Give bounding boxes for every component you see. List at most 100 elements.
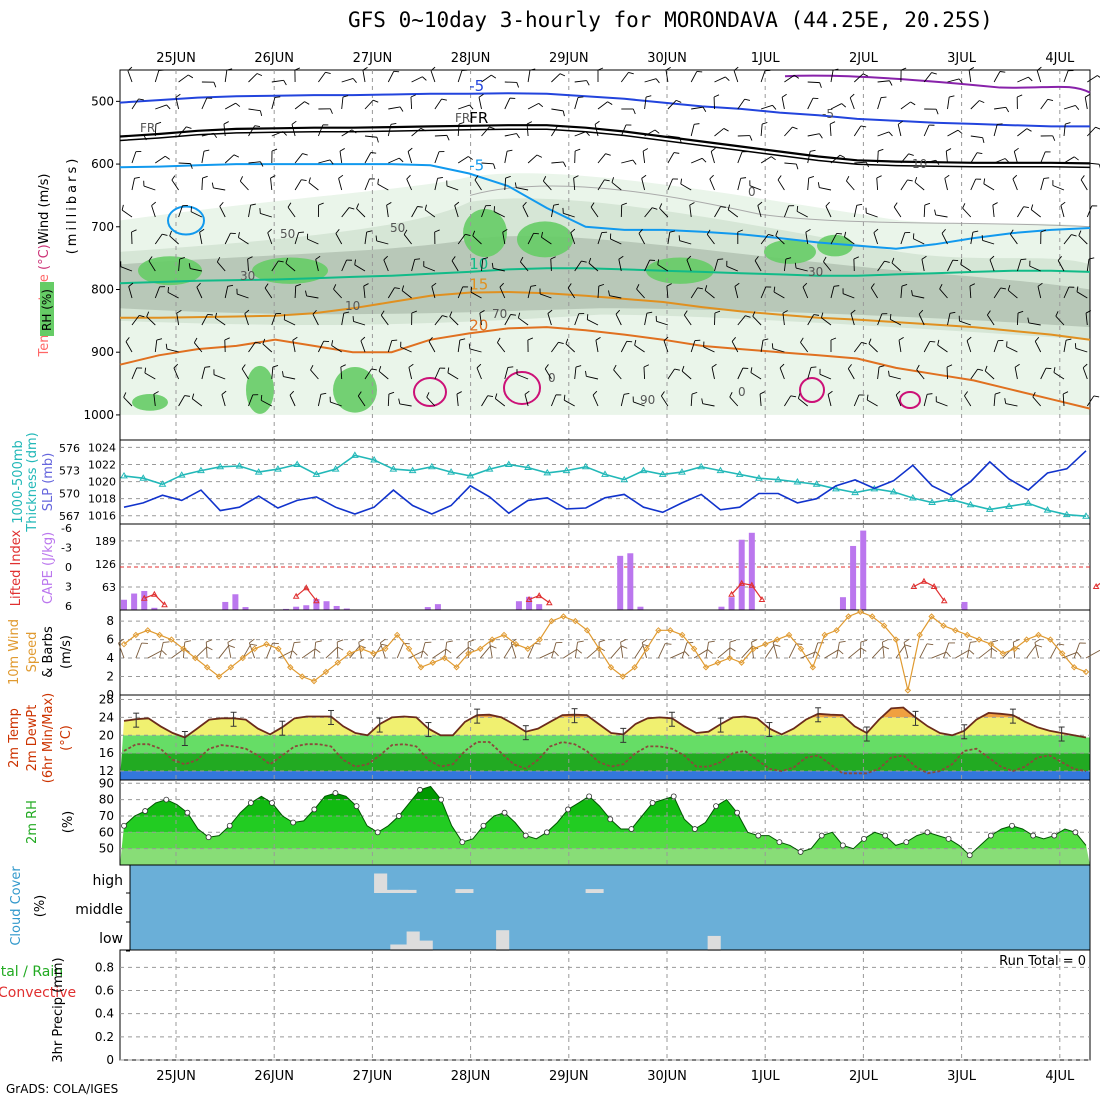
barb-flag <box>830 337 837 341</box>
barb-staff <box>592 394 599 407</box>
thickness-line-marker <box>755 474 763 481</box>
wind-barb <box>356 203 366 218</box>
barb-staff <box>190 211 203 218</box>
barb-staff <box>737 151 743 164</box>
wind-barb <box>472 230 482 245</box>
wind10m-barb-staff <box>741 645 753 659</box>
barb-flag <box>726 260 728 267</box>
barb-flag <box>462 286 469 288</box>
barb-flag <box>559 73 566 77</box>
wind-barb <box>924 159 940 165</box>
barb-flag <box>805 229 811 233</box>
barb-flag <box>127 66 133 72</box>
barb-flag <box>931 72 937 75</box>
rh-marker <box>797 849 804 855</box>
barb-flag <box>817 182 820 188</box>
wind10m-speed-marker <box>607 664 615 671</box>
barb-flag <box>1076 286 1079 292</box>
barb-flag <box>773 286 776 293</box>
barb-flag <box>897 120 903 125</box>
barb-staff <box>289 394 296 407</box>
barb-staff <box>586 375 599 380</box>
wind-barb <box>527 68 536 83</box>
wind10m-barb-flag <box>294 641 301 643</box>
wind-barb <box>709 174 715 191</box>
temp-band <box>120 735 1090 754</box>
precip-tick: 0.2 <box>95 1030 114 1044</box>
barb-flag <box>1040 229 1047 233</box>
barb-flag <box>204 366 211 368</box>
wind10m-barb-staff <box>289 642 295 659</box>
thickness-ylabel-2-part: Thickness (dm) <box>25 432 40 532</box>
barb-flag <box>678 235 681 241</box>
wind-barb <box>898 337 904 353</box>
barb-staff <box>781 97 785 110</box>
wind-barb <box>224 337 230 353</box>
barb-flag <box>135 150 142 153</box>
barb-flag <box>935 109 939 115</box>
wind10m-barb-flag <box>598 639 606 643</box>
barb-staff <box>964 395 972 407</box>
barb-staff <box>783 259 787 272</box>
barb-staff <box>805 232 809 245</box>
barb-flag <box>742 151 748 153</box>
barb-flag <box>819 133 823 139</box>
wind10m-speed-marker <box>156 631 163 639</box>
wind-barb <box>690 391 698 407</box>
barb-staff <box>702 403 715 407</box>
barb-staff <box>1055 315 1065 326</box>
contour-label: -5 <box>822 107 834 121</box>
cape-bar <box>738 539 745 610</box>
wind10m-barb-flag <box>272 642 279 645</box>
barb-flag <box>362 66 368 71</box>
barb-flag <box>779 363 785 369</box>
wind10m-barb-staff <box>420 642 426 659</box>
wind10m-barb-flag <box>839 640 846 643</box>
barb-staff <box>936 401 948 407</box>
barb-flag <box>810 149 816 152</box>
wind-barb <box>690 123 700 137</box>
barb-flag <box>881 313 888 315</box>
barb-flag <box>901 284 908 287</box>
wind-barb <box>853 73 869 83</box>
wind-barb <box>983 178 995 191</box>
wind-barb <box>388 157 404 164</box>
barb-staff <box>993 158 1006 164</box>
barb-flag <box>643 364 650 368</box>
thickness-line-marker <box>158 480 167 487</box>
wind-barb <box>970 152 983 164</box>
wind10m-barb-flag <box>684 651 690 657</box>
wind-barb <box>474 175 482 191</box>
barb-staff <box>224 233 231 245</box>
barb-staff <box>248 108 261 112</box>
wind-barb <box>958 315 971 326</box>
wind10m-speed-marker <box>643 645 650 653</box>
barb-staff <box>644 129 656 137</box>
wind-barb <box>830 337 837 352</box>
barb-staff <box>777 179 785 191</box>
wind-barb <box>398 398 412 407</box>
wind-barb <box>914 177 925 191</box>
barb-staff <box>807 178 810 191</box>
wind10m-barb-staff <box>574 642 578 659</box>
wind10m-barb <box>456 646 475 659</box>
wind10m-speed-marker <box>916 631 923 639</box>
barb-flag <box>310 364 314 371</box>
wind10m-barb <box>479 645 497 659</box>
wind-barb <box>876 175 882 191</box>
wind10m-barb <box>444 640 453 659</box>
barb-staff <box>1052 185 1065 191</box>
wind-barb <box>411 310 418 326</box>
barb-staff <box>731 341 739 353</box>
barb-staff <box>959 320 971 326</box>
slp-tick: 1018 <box>88 493 116 506</box>
wind10m-speed-marker <box>251 645 258 653</box>
barb-staff <box>248 341 256 353</box>
barb-staff <box>659 208 669 218</box>
thickness-line-marker <box>312 470 321 477</box>
x-tick-label-bottom: 4JUL <box>1045 1069 1075 1084</box>
barb-flag <box>323 340 330 343</box>
wind-barb <box>341 95 349 110</box>
barb-staff <box>387 124 392 137</box>
wind-barb <box>853 341 867 353</box>
